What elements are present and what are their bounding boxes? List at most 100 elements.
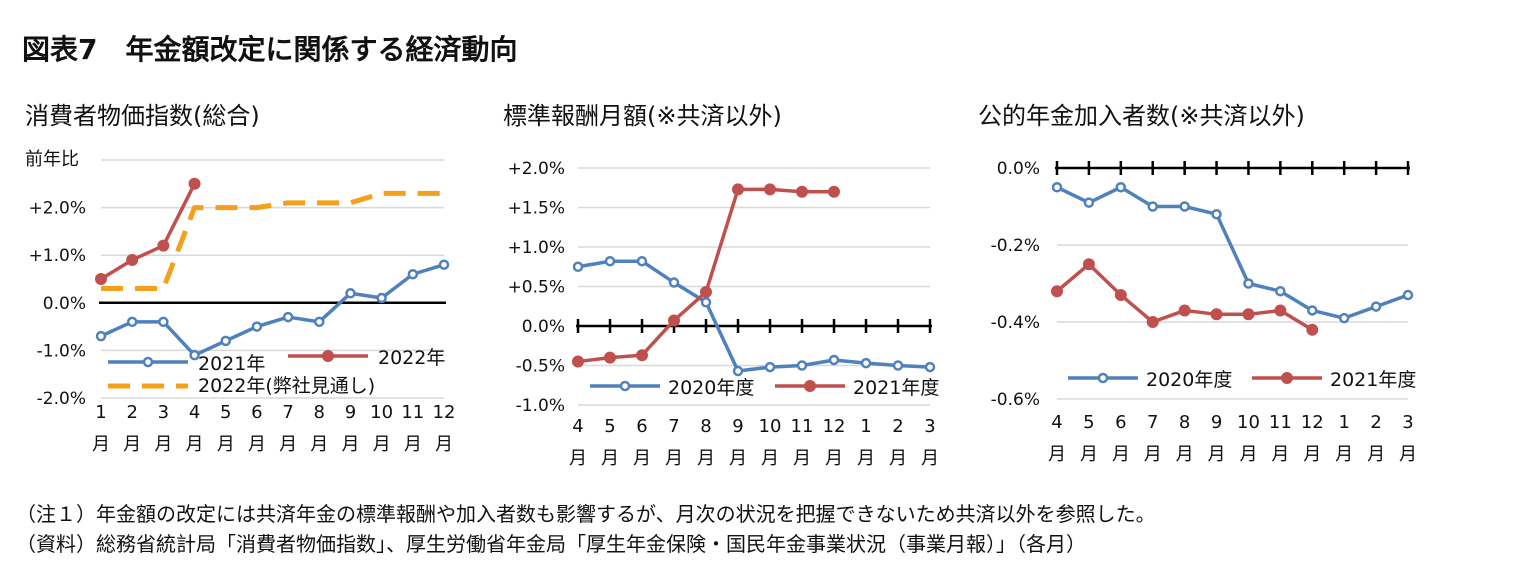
series-1-point xyxy=(700,297,712,308)
x-tick-unit: 月 xyxy=(1112,444,1130,465)
x-tick-label: 7 xyxy=(668,416,679,437)
x-tick-label: 4 xyxy=(572,416,583,437)
legend-marker xyxy=(619,380,631,392)
x-tick-unit: 月 xyxy=(1303,444,1321,465)
legend-marker xyxy=(1281,372,1293,384)
x-tick-label: 11 xyxy=(401,402,424,423)
y-tick-label: +1.0% xyxy=(29,246,86,266)
y-tick-label: 0.0% xyxy=(522,317,565,337)
x-tick-unit: 月 xyxy=(697,448,715,469)
series-1-point xyxy=(314,316,325,328)
x-tick-unit: 月 xyxy=(729,448,747,469)
x-tick-unit: 月 xyxy=(1239,444,1257,465)
note-line-1: （注１）年金額の改定には共済年金の標準報酬や加入者数も影響するが、月次の状況を把… xyxy=(16,502,1156,526)
x-tick-unit: 月 xyxy=(279,434,297,455)
note-line-2: （資料）総務省統計局「消費者物価指数」、厚生労働省年金局「厚生年金保険・国民年金… xyxy=(16,532,1086,556)
x-tick-label: 12 xyxy=(433,402,456,423)
x-tick-unit: 月 xyxy=(1367,444,1385,465)
series-1-line xyxy=(100,263,445,357)
x-tick-label: 3 xyxy=(158,402,169,423)
x-tick-label: 8 xyxy=(314,402,325,423)
series-1-point xyxy=(1211,208,1222,220)
x-tick-label: 8 xyxy=(1179,412,1190,433)
series-2-point xyxy=(700,286,712,299)
series-1-point xyxy=(732,365,744,377)
series-1-point xyxy=(1179,201,1190,212)
series-2-point xyxy=(1274,304,1287,317)
x-tick-label: 1 xyxy=(1338,412,1349,433)
series-2-point xyxy=(1210,308,1223,321)
x-tick-unit: 月 xyxy=(248,434,266,455)
x-tick-unit: 月 xyxy=(404,434,422,455)
x-tick-label: 3 xyxy=(1402,412,1413,433)
series-2-point xyxy=(764,183,776,196)
series-2-point xyxy=(188,177,201,190)
series-1-point xyxy=(892,360,904,371)
y-tick-label: -0.5% xyxy=(516,357,565,377)
x-tick-label: 10 xyxy=(370,402,393,423)
legend-label: 2020年度 xyxy=(668,377,754,399)
x-tick-unit: 月 xyxy=(435,434,453,455)
legend-marker xyxy=(322,350,334,362)
x-tick-unit: 月 xyxy=(633,448,651,469)
x-tick-label: 4 xyxy=(1051,412,1062,433)
x-tick-unit: 月 xyxy=(889,448,907,469)
series-2-line xyxy=(577,187,834,364)
x-tick-label: 11 xyxy=(791,416,814,437)
chart-3-title: 公的年金加入者数(※共済以外) xyxy=(978,102,1305,130)
series-2-point xyxy=(604,351,616,364)
x-tick-unit: 月 xyxy=(1176,444,1194,465)
series-1-point xyxy=(158,316,169,328)
y-tick-label: +2.0% xyxy=(508,159,565,179)
x-tick-unit: 月 xyxy=(186,434,204,455)
x-tick-label: 5 xyxy=(220,402,231,423)
series-2-point xyxy=(668,314,680,327)
x-tick-label: 2 xyxy=(126,402,137,423)
series-1-line xyxy=(577,259,931,373)
x-tick-label: 10 xyxy=(1237,412,1260,433)
x-tick-unit: 月 xyxy=(92,434,110,455)
y-tick-label: +1.5% xyxy=(508,199,565,219)
y-tick-label: +2.0% xyxy=(29,199,86,219)
series-1-point xyxy=(1275,285,1286,297)
x-tick-unit: 月 xyxy=(761,448,779,469)
series-3-line xyxy=(101,190,444,292)
series-2-point xyxy=(1178,304,1191,317)
x-tick-label: 5 xyxy=(1083,412,1094,433)
legend-label: 2021年度 xyxy=(1330,369,1416,391)
x-tick-label: 4 xyxy=(189,402,200,423)
chart-1-ylabel: 前年比 xyxy=(25,149,79,170)
x-tick-unit: 月 xyxy=(601,448,619,469)
series-1-point xyxy=(1402,289,1414,301)
series-1-point xyxy=(1338,312,1350,324)
series-1-point xyxy=(251,321,263,332)
legend-label: 2021年 xyxy=(198,353,265,375)
series-1-point xyxy=(1243,278,1254,289)
series-1-point xyxy=(220,335,231,347)
x-tick-label: 9 xyxy=(732,416,743,437)
x-tick-unit: 月 xyxy=(569,448,587,469)
series-1-point xyxy=(668,277,680,288)
series-1-point xyxy=(860,357,872,369)
series-2-line xyxy=(1055,262,1314,332)
legend-marker xyxy=(804,380,816,392)
legend-label: 2022年(弊社見通し) xyxy=(198,375,375,397)
series-2-point xyxy=(95,273,107,285)
series-1-line xyxy=(1056,185,1409,320)
x-tick-unit: 月 xyxy=(825,448,843,469)
x-tick-label: 2 xyxy=(892,416,903,437)
y-tick-label: 0.0% xyxy=(43,294,86,314)
x-tick-label: 7 xyxy=(1147,412,1158,433)
series-1-point xyxy=(572,261,584,272)
series-2-point xyxy=(1306,323,1319,336)
x-tick-label: 1 xyxy=(860,416,871,437)
chart-1-title: 消費者物価指数(総合) xyxy=(25,102,260,130)
x-tick-label: 10 xyxy=(759,416,782,437)
series-1-point xyxy=(604,255,616,267)
series-1-point xyxy=(1083,197,1095,208)
series-2-point xyxy=(157,239,170,252)
x-tick-unit: 月 xyxy=(921,448,939,469)
x-tick-label: 5 xyxy=(604,416,615,437)
series-2-point xyxy=(1082,258,1095,271)
y-tick-label: -1.0% xyxy=(516,396,565,416)
